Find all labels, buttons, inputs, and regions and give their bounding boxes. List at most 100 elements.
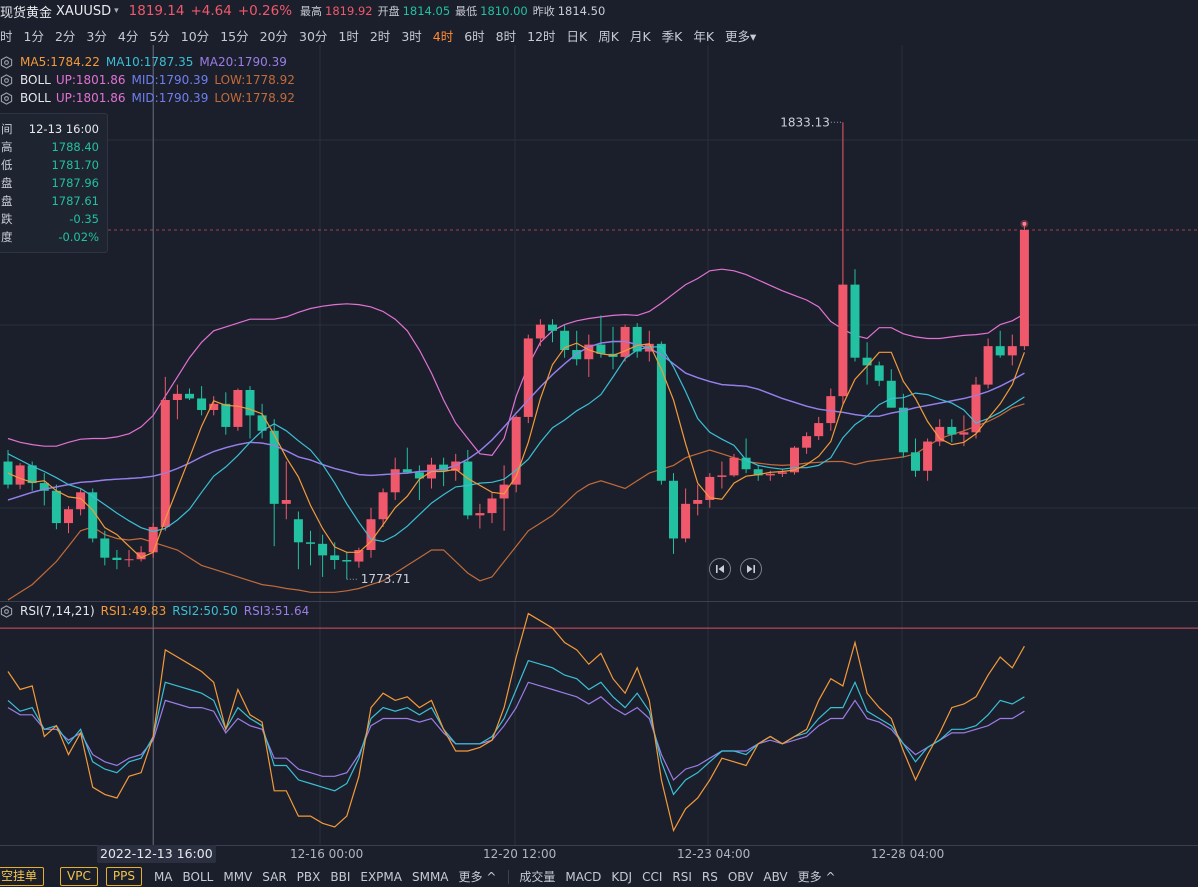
- timeframe-option[interactable]: 8时: [495, 28, 517, 44]
- main-indicator-option[interactable]: BOLL: [182, 869, 214, 884]
- timeframe-option[interactable]: 日K: [566, 28, 588, 44]
- instrument-symbol[interactable]: XAUUSD: [56, 3, 112, 19]
- tooltip-open-label: 盘: [1, 176, 13, 190]
- candle-body: [814, 423, 824, 437]
- candle-body: [172, 393, 182, 400]
- sub-indicator-option[interactable]: RSI: [672, 869, 692, 884]
- vpc-button[interactable]: VPC: [60, 867, 98, 886]
- timeframe-option[interactable]: 1时: [338, 28, 359, 44]
- timeframe-option[interactable]: 月K: [629, 28, 651, 44]
- chevron-down-icon[interactable]: ▾: [114, 6, 119, 16]
- sub-indicator-option[interactable]: 成交量: [519, 870, 556, 884]
- rsi-name: RSI(7,14,21): [20, 604, 95, 618]
- instrument-name: 现货黄金: [0, 5, 53, 21]
- candle-body: [898, 407, 908, 453]
- skip-forward-icon: [747, 565, 755, 573]
- tooltip-low-row: 低 1781.70: [0, 156, 107, 174]
- candle-body: [729, 457, 739, 476]
- main-indicator-option[interactable]: MA: [153, 869, 173, 884]
- timeframe-option[interactable]: 20分: [259, 28, 288, 44]
- sub-indicator-option[interactable]: 更多 ^: [797, 870, 836, 884]
- timeframe-option[interactable]: 4分: [117, 28, 139, 44]
- main-indicator-option[interactable]: 更多 ^: [458, 870, 497, 884]
- pps-button[interactable]: PPS: [105, 867, 142, 886]
- tooltip-low-label: 低: [1, 158, 13, 172]
- tooltip-pct: -0.02%: [58, 230, 99, 244]
- tooltip-change-label: 跌: [1, 212, 13, 226]
- jump-to-start-button[interactable]: [709, 558, 731, 580]
- x-axis-label: 12-23 04:00: [677, 847, 751, 861]
- sub-indicator-option[interactable]: CCI: [642, 869, 663, 884]
- timeframe-option[interactable]: 2分: [54, 28, 76, 44]
- candle-body: [777, 472, 787, 474]
- candle-body: [281, 500, 291, 504]
- sub-indicator-option[interactable]: OBV: [727, 869, 754, 884]
- rsi2-line: [7, 659, 1025, 796]
- candle-body: [439, 464, 449, 471]
- timeframe-option[interactable]: 季K: [661, 28, 683, 44]
- main-indicator-option[interactable]: EXPMA: [360, 869, 402, 884]
- timeframe-option[interactable]: 4时: [432, 28, 454, 44]
- candle-body: [596, 344, 606, 354]
- skip-back-icon: [716, 565, 724, 573]
- candle-body: [414, 472, 424, 479]
- open-label: 开盘: [377, 5, 400, 18]
- settings-hexagon-icon[interactable]: [0, 91, 13, 105]
- candle-body: [88, 492, 98, 539]
- timeframe-option[interactable]: 6时: [464, 28, 485, 44]
- sub-indicator-option[interactable]: ABV: [763, 869, 788, 884]
- timeframe-option[interactable]: 15分: [220, 28, 249, 44]
- timeframe-minute-line[interactable]: 时: [0, 28, 13, 44]
- candle-body: [741, 457, 751, 470]
- main-indicator-option[interactable]: PBX: [296, 869, 321, 884]
- boll-mid-value: MID:1790.39: [131, 73, 209, 87]
- tooltip-high: 1788.40: [51, 140, 99, 154]
- candle-body: [245, 390, 255, 416]
- candle-body: [656, 343, 666, 481]
- candle-body: [27, 465, 37, 484]
- timeframe-option[interactable]: 年K: [693, 28, 715, 44]
- sub-indicator-option[interactable]: KDJ: [611, 869, 633, 884]
- settings-hexagon-icon[interactable]: [0, 55, 13, 69]
- candle-body: [378, 492, 388, 520]
- timeframe-option[interactable]: 3时: [401, 28, 422, 44]
- main-indicator-option[interactable]: SAR: [262, 869, 287, 884]
- settings-hexagon-icon[interactable]: [0, 73, 13, 87]
- timeframe-option[interactable]: 更多▾: [725, 28, 757, 44]
- sub-indicator-option[interactable]: MACD: [565, 869, 602, 884]
- main-indicator-option[interactable]: SMMA: [411, 869, 449, 884]
- main-indicator-option[interactable]: MMV: [223, 869, 253, 884]
- candle-body: [160, 400, 170, 527]
- candle-body: [584, 344, 594, 360]
- candle-body: [947, 426, 957, 435]
- timeframe-option[interactable]: 2时: [369, 28, 391, 44]
- tooltip-change: -0.35: [69, 212, 99, 226]
- timeframe-option[interactable]: 5分: [149, 28, 170, 44]
- pending-order-button[interactable]: 空挂单: [0, 867, 45, 886]
- timeframe-option[interactable]: 3分: [86, 28, 107, 44]
- settings-hexagon-icon[interactable]: [0, 604, 13, 618]
- candle-body: [499, 484, 509, 499]
- candle-body: [354, 550, 364, 562]
- candle-body: [560, 330, 570, 350]
- rsi2-value: RSI2:50.50: [172, 604, 238, 618]
- timeframe-option[interactable]: 30分: [299, 28, 328, 44]
- candle-body: [790, 447, 799, 473]
- timeframe-option[interactable]: 1分: [23, 28, 44, 44]
- timeframe-option[interactable]: 10分: [180, 28, 210, 44]
- candle-body: [136, 552, 146, 560]
- candle-body: [185, 393, 194, 399]
- prev-close-value: 1814.50: [557, 4, 606, 18]
- timeframe-option[interactable]: 12时: [527, 28, 556, 44]
- rsi3-value: RSI3:51.64: [243, 604, 310, 618]
- tooltip-close-row: 盘 1787.61: [0, 192, 107, 210]
- sub-indicator-option[interactable]: RS: [701, 869, 718, 884]
- candle-body: [850, 284, 860, 358]
- jump-to-end-button[interactable]: [740, 558, 762, 580]
- candle-body: [390, 469, 400, 493]
- low-label: 最低: [455, 5, 478, 18]
- x-axis-label: 12-20 12:00: [483, 847, 557, 861]
- main-indicator-option[interactable]: BBI: [330, 869, 351, 884]
- timeframe-option[interactable]: 周K: [598, 28, 619, 44]
